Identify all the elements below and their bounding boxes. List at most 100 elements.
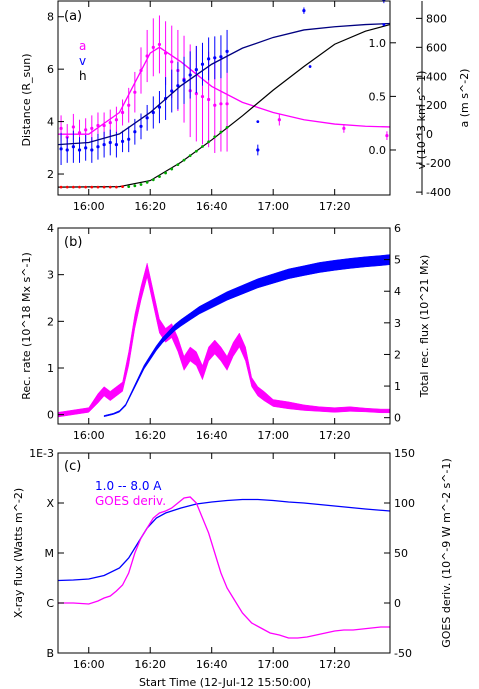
h-point (219, 130, 223, 134)
v-point (133, 130, 137, 134)
a-point (342, 126, 346, 131)
v-point (188, 73, 192, 77)
a-point (213, 103, 217, 107)
h-point (176, 163, 180, 166)
h-point (164, 171, 167, 175)
ytick-label-yticks_v: 0.5 (369, 90, 387, 103)
v-point (225, 49, 229, 53)
panel-b-ylabel-right: Total rec. flux (10^21 Mx) (418, 255, 431, 398)
panel-a-label: (a) (64, 9, 82, 24)
v-point (200, 62, 205, 66)
xtick-label: 16:20 (134, 429, 166, 442)
v-point (77, 148, 82, 152)
xtick-label: 17:00 (257, 658, 289, 671)
h-point (151, 178, 155, 182)
ytick-label-yticks_left: X (46, 497, 54, 510)
xtick-label: 16:00 (73, 429, 105, 442)
a-point (108, 121, 112, 125)
xtick-label: 17:00 (257, 429, 289, 442)
h-point (225, 125, 229, 129)
a-fit-line (58, 46, 391, 135)
panel-c-ylabel-left: X-ray flux (Watts m^-2) (12, 488, 25, 618)
h-point (188, 154, 192, 158)
v-point (151, 110, 155, 115)
xray-flux-line (57, 498, 391, 582)
xtick-label: 17:20 (319, 429, 351, 442)
ytick-label-yticks_a: -200 (426, 157, 451, 170)
h-point (84, 185, 88, 189)
ytick-label-yticks_right: 3 (394, 317, 401, 330)
ytick-label-yticks_right: 0 (394, 597, 401, 610)
h-point (115, 185, 118, 189)
ytick-label-yticks_v: 0.0 (369, 144, 387, 157)
v-point (59, 147, 63, 151)
h-point (78, 185, 81, 189)
panel-c: 16:00 16:20 16:40 17:00 17:20 B C M X 1E-3 -50 0 50 1… (12, 447, 453, 689)
xtick-label: 17:00 (257, 200, 289, 213)
legend-v-entry: v (79, 54, 86, 68)
h-point (382, 23, 386, 26)
v-point (96, 145, 100, 149)
a-point (385, 134, 389, 138)
v-point (71, 145, 75, 149)
v-point (90, 148, 94, 152)
v-point (108, 140, 112, 145)
ytick-label-yticks_a: 200 (426, 99, 447, 112)
xtick-label: 16:20 (134, 200, 166, 213)
a-point (157, 42, 162, 47)
a-point (194, 92, 198, 96)
ytick-label-yticks_right: 0 (394, 412, 401, 425)
v-point (182, 78, 186, 82)
a-point (84, 128, 88, 132)
v-point (120, 139, 125, 144)
h-point (90, 185, 94, 189)
xtick-label: 17:20 (319, 200, 351, 213)
v-point (157, 105, 162, 109)
ytick-label-yticks_left: 3 (47, 269, 54, 282)
h-fit-line (57, 24, 391, 188)
v-point (127, 137, 131, 141)
ytick-label-yticks_left: B (46, 647, 54, 660)
a-point (219, 102, 223, 106)
ytick-label-yticks_left: 1 (47, 362, 54, 375)
legend-a-entry: a (79, 39, 86, 53)
a-point (200, 94, 205, 99)
a-point (120, 110, 125, 115)
h-point (127, 185, 131, 189)
xtick-label: 16:40 (196, 429, 228, 442)
ytick-label-yticks_a: 400 (426, 70, 447, 83)
h-point (65, 185, 69, 189)
a-point (102, 123, 106, 128)
h-point (201, 145, 204, 148)
v-point (102, 143, 106, 147)
panel-b-label: (b) (64, 235, 82, 250)
h-point (194, 149, 198, 153)
ytick-label-yticks_right: 6 (394, 222, 401, 235)
xtick-label: 16:40 (196, 200, 228, 213)
ytick-label-yticks_right: 2 (394, 348, 401, 361)
panel-a-ylabel-left: Distance (R_sun) (20, 54, 33, 147)
v-point (302, 9, 306, 13)
h-point (256, 120, 260, 123)
h-point (59, 185, 63, 189)
v-point (256, 148, 260, 152)
h-point (207, 140, 211, 144)
legend-h-entry: h (79, 69, 87, 83)
panel-a: 16:00 16:20 16:40 17:00 17:20 2 4 6 8 0.0 0.5 1.0 -4… (20, 0, 471, 213)
ytick-label-yticks_a: 800 (426, 12, 447, 25)
v-point (207, 57, 211, 61)
panel-b-ylabel-left: Rec. rate (10^18 Mx s^-1) (20, 252, 33, 400)
ytick-label-yticks_left: 2 (47, 168, 54, 181)
v-fit-line (57, 22, 391, 146)
a-point (114, 118, 119, 122)
rec-rate-band (57, 262, 391, 418)
panel-b-frame (57, 227, 391, 425)
v-point (213, 56, 217, 60)
ytick-label-yticks_right: 150 (394, 447, 415, 460)
h-point (139, 183, 143, 186)
ytick-label-yticks_right: 50 (394, 547, 408, 560)
panel-a-ylabel-a: a (m s^-2) (458, 69, 471, 128)
h-point (145, 181, 149, 184)
v-point (65, 148, 69, 152)
